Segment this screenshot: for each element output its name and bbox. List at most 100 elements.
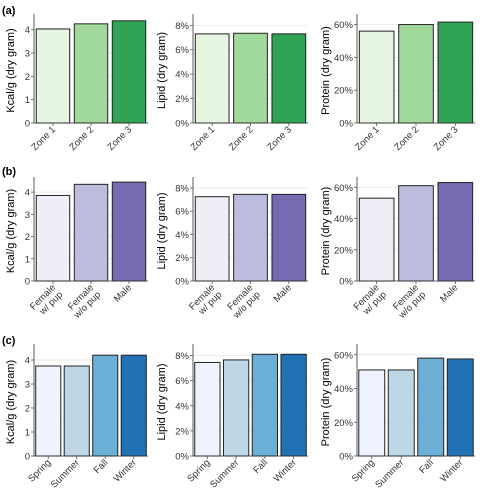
y-tick-label: 0%	[175, 119, 189, 130]
y-tick-label: 60%	[334, 183, 354, 194]
y-tick-label: 0	[25, 119, 30, 130]
y-tick-label: 4	[25, 356, 30, 367]
y-tick-label: 3	[25, 210, 30, 221]
y-axis-title: Lipid (dry gram)	[156, 32, 168, 109]
y-tick-label: 2	[25, 232, 30, 243]
x-tick-label: Summer	[208, 457, 241, 490]
x-tick-label: Femalew/ pup	[187, 282, 224, 319]
bar-zone-2	[73, 23, 109, 124]
x-tick-label-line: Male	[112, 282, 134, 304]
bar-female-w-pup	[35, 194, 71, 282]
y-tick-label: 2%	[175, 253, 189, 264]
bar-male	[271, 193, 307, 282]
x-tick-label: Femalew/o pup	[224, 282, 263, 321]
x-tick-label: Femalew/ pup	[352, 282, 389, 319]
bar-fall	[92, 354, 119, 457]
x-tick-label: Zone 2	[67, 124, 96, 153]
y-axis-title: Protein (dry gram)	[320, 26, 332, 115]
x-tick-label: Winter	[438, 457, 465, 484]
x-tick-label: Zone 1	[29, 124, 58, 153]
bar-winter	[280, 353, 307, 457]
bar-summer	[222, 359, 250, 457]
y-axis-title: Lipid (dry gram)	[156, 192, 168, 269]
bar-zone-2	[398, 24, 434, 124]
bar-zone-2	[233, 32, 268, 124]
y-tick-label: 2	[25, 72, 30, 83]
y-tick-label: 1	[25, 254, 30, 265]
y-axis-title: Kcal/g (dry gram)	[5, 28, 17, 112]
y-tick-label: 60%	[334, 20, 354, 31]
y-tick-label: 40%	[334, 53, 354, 64]
chart-c-3: 0% 20% 40% 60%Protein (dry gram) SpringSumme…	[320, 344, 475, 491]
bar-female-w-pup	[358, 197, 395, 282]
bar-winter	[446, 358, 474, 457]
x-tick-label: Femalew/o pup	[64, 282, 103, 321]
bar-winter	[120, 354, 147, 457]
x-tick-label-line: Zone 3	[432, 124, 461, 153]
x-tick-label-line: Spring	[185, 457, 212, 484]
x-tick-label-line: Zone 1	[29, 124, 58, 153]
bar-zone-3	[111, 20, 147, 124]
chart-b-2: 0% 2% 4% 6% 8% Lipid (dry gram) Femalew/ pup Fe…	[156, 177, 308, 321]
y-tick-label: 2%	[175, 94, 189, 105]
x-tick-label: Male	[272, 282, 294, 304]
x-tick-label: Zone 3	[105, 124, 134, 153]
x-tick-label-line: Summer	[373, 457, 406, 490]
bar-zone-3	[271, 33, 307, 124]
y-tick-label: 4	[25, 188, 30, 199]
x-tick-label: Zone 2	[392, 124, 421, 153]
y-tick-label: 0	[25, 452, 30, 463]
x-tick-label-line: Spring	[26, 457, 53, 484]
x-tick-label-line: Winter	[438, 457, 465, 484]
bar-female-w-o-pup	[398, 185, 434, 282]
y-axis-title: Protein (dry gram)	[320, 358, 332, 447]
x-tick-label: Fall	[251, 457, 270, 476]
y-tick-label: 0%	[175, 452, 189, 463]
y-axis-title: Kcal/g (dry gram)	[5, 189, 17, 273]
y-tick-label: 20%	[334, 245, 354, 256]
y-tick-label: 8%	[175, 351, 189, 362]
panel-label-c: (c)	[2, 335, 16, 347]
charts: 0 1 2 3 4 Kcal/g (dry gram) Zone 1 Zone 2 Zone 3…	[5, 14, 475, 491]
x-tick-label: Femalew/ pup	[28, 282, 65, 319]
x-tick-label-line: Fall	[251, 457, 270, 476]
x-tick-label-line: Male	[272, 282, 294, 304]
chart-b-3: 0% 20% 40% 60%Protein (dry gram) Femalew/ pu…	[320, 177, 475, 321]
x-tick-label-line: Zone 3	[265, 124, 294, 153]
x-tick-label-line: Zone 1	[189, 124, 218, 153]
y-tick-label: 20%	[334, 418, 354, 429]
y-tick-label: 0%	[339, 119, 353, 130]
y-tick-label: 3	[25, 380, 30, 391]
y-tick-label: 6%	[175, 207, 189, 218]
y-tick-label: 4%	[175, 70, 189, 81]
x-tick-label: Femalew/o pup	[389, 282, 428, 321]
bar-fall	[417, 357, 445, 457]
y-tick-label: 0%	[339, 452, 353, 463]
x-tick-label-line: Zone 2	[227, 124, 256, 153]
x-tick-label-line: Summer	[208, 457, 241, 490]
x-tick-label: Spring	[350, 457, 377, 484]
x-tick-label: Summer	[49, 457, 82, 490]
x-tick-label-line: Zone 1	[353, 124, 382, 153]
y-tick-label: 1	[25, 428, 30, 439]
x-tick-label-line: Zone 3	[105, 124, 134, 153]
x-tick-label: Zone 1	[353, 124, 382, 153]
x-tick-label: Summer	[373, 457, 406, 490]
panel-label-b: (b)	[2, 166, 16, 178]
y-tick-label: 8%	[175, 21, 189, 32]
bar-fall	[251, 353, 279, 457]
x-tick-label-line: Winter	[272, 457, 299, 484]
y-tick-label: 0%	[339, 277, 353, 288]
x-tick-label: Male	[112, 282, 134, 304]
y-tick-label: 8%	[175, 183, 189, 194]
chart-a-3: 0% 20% 40% 60%Protein (dry gram) Zone 1 Zone …	[320, 14, 475, 153]
x-tick-label: Winter	[112, 457, 139, 484]
y-tick-label: 4%	[175, 230, 189, 241]
x-tick-label-line: Fall	[417, 457, 436, 476]
y-tick-label: 3	[25, 49, 30, 60]
x-tick-label-line: Zone 2	[67, 124, 96, 153]
x-tick-label-line: Male	[438, 282, 460, 304]
